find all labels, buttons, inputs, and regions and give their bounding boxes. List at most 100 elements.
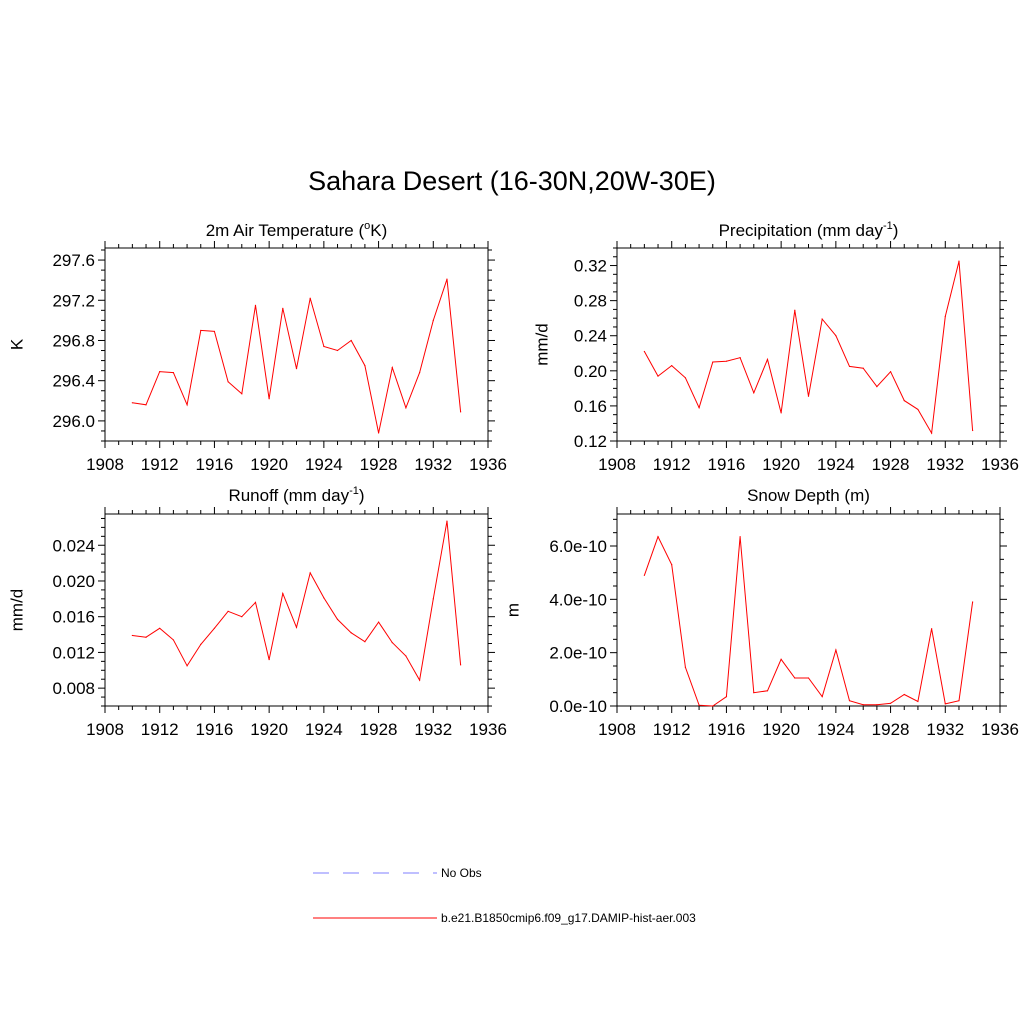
x-tick-label: 1908 <box>86 455 124 474</box>
data-point <box>336 618 339 620</box>
data-point <box>323 597 325 599</box>
data-point <box>432 598 434 600</box>
y-tick-label: 0.020 <box>52 572 95 591</box>
x-tick-label: 1932 <box>926 720 964 739</box>
data-point <box>766 358 769 361</box>
data-point <box>200 329 202 332</box>
data-point <box>213 627 216 629</box>
y-tick-label: 0.012 <box>52 643 95 662</box>
y-tick-label: 0.12 <box>574 432 607 451</box>
data-point <box>848 700 851 702</box>
data-point <box>227 381 229 383</box>
data-point <box>419 679 421 681</box>
data-point <box>295 368 298 370</box>
data-point <box>958 700 960 702</box>
data-point <box>917 700 919 703</box>
data-point <box>794 677 796 679</box>
y-axis-label: K <box>7 338 26 350</box>
y-tick-label: 6.0e-10 <box>549 537 607 556</box>
data-point <box>684 377 686 379</box>
legend-no-obs-label: No Obs <box>441 866 482 880</box>
data-point <box>254 601 257 604</box>
data-point <box>377 621 380 623</box>
data-point <box>254 304 257 306</box>
data-point <box>944 703 946 705</box>
data-point <box>364 641 366 643</box>
data-point <box>350 339 352 342</box>
data-point <box>753 392 755 394</box>
data-point <box>419 372 421 374</box>
data-point <box>835 335 837 337</box>
x-tick-label: 1936 <box>469 720 507 739</box>
data-point <box>671 564 673 566</box>
x-tick-label: 1920 <box>762 455 800 474</box>
y-tick-label: 0.20 <box>574 362 607 381</box>
x-tick-label: 1924 <box>305 455 343 474</box>
data-point <box>377 432 380 434</box>
data-point <box>794 309 796 311</box>
x-tick-label: 1916 <box>196 455 234 474</box>
data-point <box>295 626 298 629</box>
y-tick-label: 296.8 <box>52 331 95 350</box>
data-point <box>848 365 851 368</box>
x-tick-label: 1936 <box>469 455 507 474</box>
y-tick-label: 296.4 <box>52 372 95 391</box>
data-point <box>336 349 339 352</box>
data-point <box>309 572 311 574</box>
data-point <box>364 365 366 367</box>
y-tick-label: 0.24 <box>574 327 607 346</box>
panel-title: Runoff (mm day-1) <box>228 485 364 505</box>
data-point <box>131 402 133 404</box>
x-tick-label: 1920 <box>250 720 288 739</box>
data-point <box>903 400 905 402</box>
x-tick-label: 1932 <box>926 455 964 474</box>
data-point <box>200 643 202 645</box>
data-point <box>972 429 974 432</box>
x-tick-label: 1916 <box>708 455 746 474</box>
x-tick-label: 1924 <box>817 455 855 474</box>
data-point <box>405 407 407 409</box>
data-point <box>862 704 864 706</box>
data-point <box>889 371 892 373</box>
data-point <box>944 315 946 318</box>
y-tick-label: 0.28 <box>574 292 607 311</box>
x-tick-label: 1928 <box>872 455 910 474</box>
x-tick-label: 1928 <box>360 455 398 474</box>
x-tick-label: 1916 <box>196 720 234 739</box>
data-point <box>712 361 714 363</box>
y-tick-label: 0.16 <box>574 397 607 416</box>
data-point <box>282 307 284 309</box>
data-point <box>917 408 919 411</box>
data-point <box>698 704 700 706</box>
data-point <box>876 386 878 388</box>
data-point <box>876 704 878 706</box>
data-point <box>446 520 448 522</box>
x-tick-label: 1928 <box>360 720 398 739</box>
data-point <box>268 658 270 661</box>
data-point <box>958 260 960 262</box>
data-point <box>739 536 741 538</box>
data-point <box>684 666 686 668</box>
data-point <box>931 628 933 630</box>
x-tick-label: 1928 <box>872 720 910 739</box>
data-point <box>460 664 462 666</box>
data-point <box>780 658 782 660</box>
y-tick-label: 296.0 <box>52 412 95 431</box>
x-tick-label: 1908 <box>598 720 636 739</box>
panel-title: Precipitation (mm day-1) <box>719 220 899 240</box>
data-point <box>241 393 243 395</box>
y-axis-label: m <box>503 603 522 617</box>
data-point <box>835 649 837 651</box>
x-tick-label: 1908 <box>86 720 124 739</box>
data-point <box>186 665 188 667</box>
data-point <box>698 407 700 409</box>
data-point <box>753 692 755 694</box>
x-tick-label: 1936 <box>981 455 1019 474</box>
y-tick-label: 297.6 <box>52 251 95 270</box>
y-tick-label: 0.024 <box>52 536 95 555</box>
y-tick-label: 0.008 <box>52 679 95 698</box>
data-point <box>739 357 741 359</box>
data-point <box>323 345 325 348</box>
data-point <box>643 350 645 353</box>
